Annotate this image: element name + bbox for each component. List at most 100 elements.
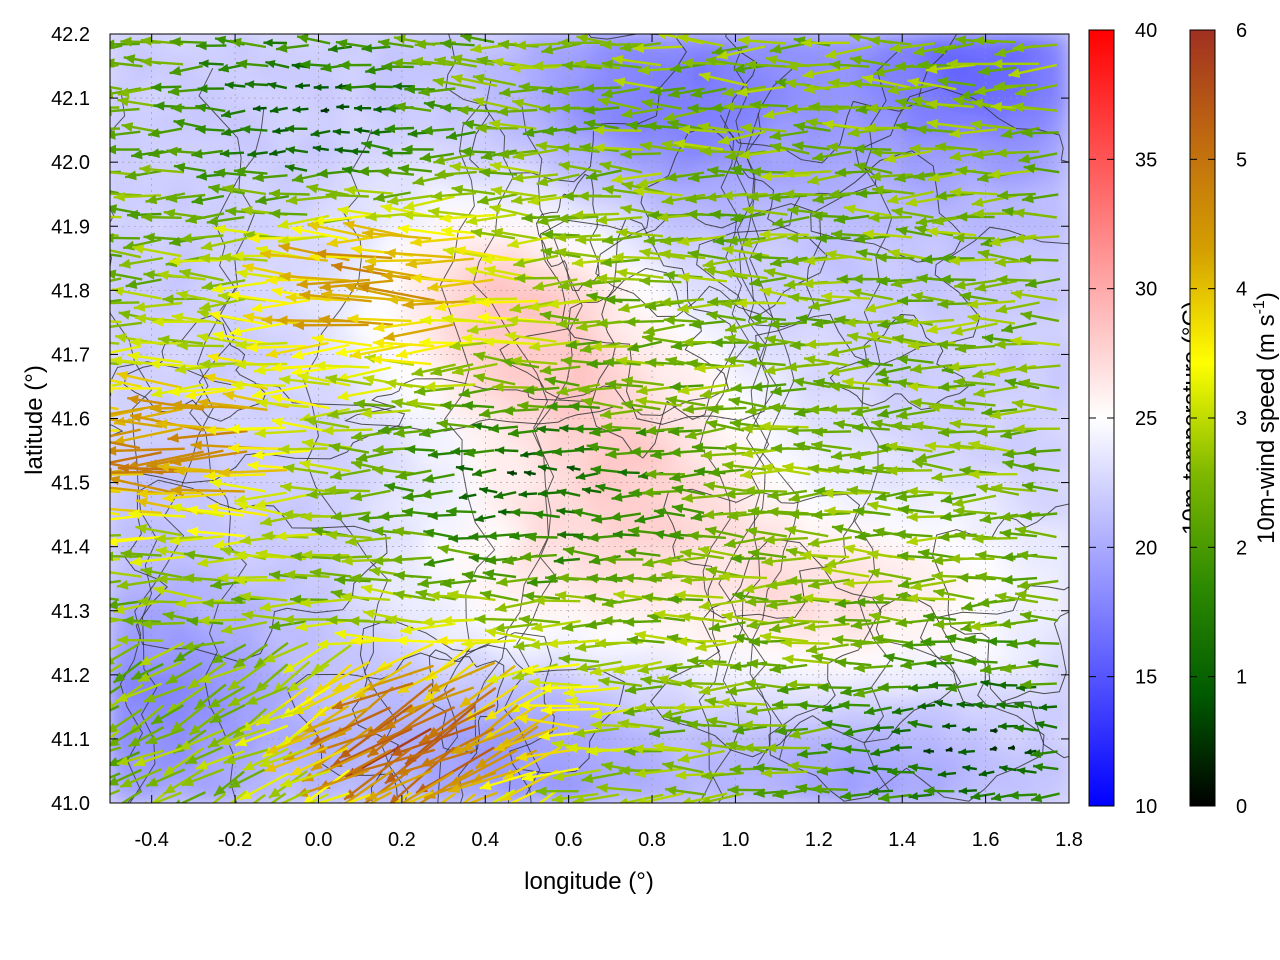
temperature-cell [901, 417, 925, 446]
wind-arrow [460, 34, 495, 44]
wind-colorbar-label-exponent: -1 [1251, 300, 1268, 314]
temperature-cell [546, 161, 570, 189]
temperature-cell [1005, 750, 1029, 779]
wind-arrow [327, 44, 352, 53]
temperature-cell [380, 622, 403, 651]
temperature-cell [129, 776, 153, 803]
temperature-cell [838, 34, 862, 61]
temperature-cell [901, 263, 925, 292]
temperature-cell [817, 238, 841, 266]
temperature-cell [1047, 109, 1069, 138]
temperature-cell [421, 622, 445, 651]
temperature-cell [129, 545, 153, 574]
temperature-cell [922, 417, 945, 446]
temperature-cell [880, 545, 904, 574]
x-tick-label: 1.8 [1055, 829, 1083, 851]
temperature-cell [922, 34, 945, 61]
temperature-cell [734, 109, 758, 138]
temperature-cell [546, 596, 570, 625]
temperature-cell [630, 725, 654, 753]
contour-line [445, 34, 688, 183]
plot-area [109, 33, 1070, 804]
y-tick-label: 41.7 [51, 344, 90, 366]
temperature-cell [796, 366, 820, 394]
temperature-cell [880, 109, 904, 138]
temperature-cell [192, 84, 216, 112]
temperature-cell [567, 238, 591, 266]
temperature-cell [110, 109, 132, 138]
temperature-cell [984, 109, 1008, 138]
temperature-cell [838, 520, 862, 548]
wind-vectors [110, 34, 1061, 803]
temperature-cell [317, 545, 341, 574]
temperature-cell [922, 520, 945, 548]
temperature-cell [734, 135, 758, 164]
contour-line [919, 585, 1069, 759]
temperature-cell [630, 520, 654, 548]
temperature-cell [859, 776, 883, 803]
temperature-cell [421, 596, 445, 625]
temperature-cell [234, 109, 257, 138]
temperature-cell [1047, 135, 1069, 164]
temperature-cell [755, 212, 779, 241]
wind-arrow [973, 35, 1016, 46]
wind-arrow [737, 35, 786, 46]
temperature-cell [588, 186, 612, 215]
temperature-cell [400, 596, 424, 625]
temperature-cell [1026, 622, 1050, 651]
y-tick-label: 41.2 [51, 665, 90, 687]
temperature-cell [1026, 340, 1050, 369]
temperature-cell [776, 391, 799, 420]
temperature-cell [546, 776, 570, 803]
colorbar-tick-label: 3 [1236, 408, 1247, 430]
temperature-cell [922, 289, 945, 317]
temperature-cell [734, 314, 758, 343]
temperature-cell [150, 622, 174, 651]
colorbar-tick-label: 1 [1236, 667, 1247, 689]
temperature-cell [150, 161, 174, 189]
x-tick-label: 0.6 [555, 829, 583, 851]
temperature-cell [1047, 366, 1069, 394]
temperature-cell [588, 289, 612, 317]
temperature-cell [671, 443, 695, 471]
temperature-cell [213, 622, 237, 651]
temperature-cell [1047, 314, 1069, 343]
wind-arrow [599, 39, 644, 50]
temperature-cell [671, 776, 695, 803]
x-tick-label: 0.0 [305, 829, 333, 851]
temperature-cell [400, 58, 424, 87]
temperature-cell [484, 494, 508, 523]
temperature-cell [838, 545, 862, 574]
temperature-cell [817, 750, 841, 779]
temperature-cell [567, 571, 591, 599]
colorbar-tick-label: 5 [1236, 149, 1247, 171]
temperature-cell [110, 212, 132, 241]
wind-arrow [514, 40, 560, 51]
temperature-cell [1047, 750, 1069, 779]
x-tick-label: 1.6 [972, 829, 1000, 851]
temperature-cell [859, 494, 883, 523]
temperature-cell [505, 468, 528, 497]
contour-line [768, 593, 1045, 802]
wind-arrow [541, 42, 582, 55]
temperature-cell [901, 776, 925, 803]
temperature-cell [171, 648, 195, 676]
contour-line [696, 150, 981, 367]
y-tick-label: 41.1 [51, 729, 90, 751]
temperature-cell [110, 494, 132, 523]
temperature-cell [546, 186, 570, 215]
temperature-cell [963, 673, 987, 702]
contour-line [302, 129, 409, 803]
temperature-cell [421, 238, 445, 266]
temperature-cell [838, 84, 862, 112]
x-tick-label: -0.2 [218, 829, 252, 851]
temperature-cell [525, 520, 549, 548]
temperature-cell [338, 109, 362, 138]
temperature-cell [984, 212, 1008, 241]
temperature-cell [671, 622, 695, 651]
temperature-cell [859, 520, 883, 548]
temperature-cell [525, 58, 549, 87]
temperature-cell [984, 596, 1008, 625]
temperature-cell [776, 776, 799, 803]
